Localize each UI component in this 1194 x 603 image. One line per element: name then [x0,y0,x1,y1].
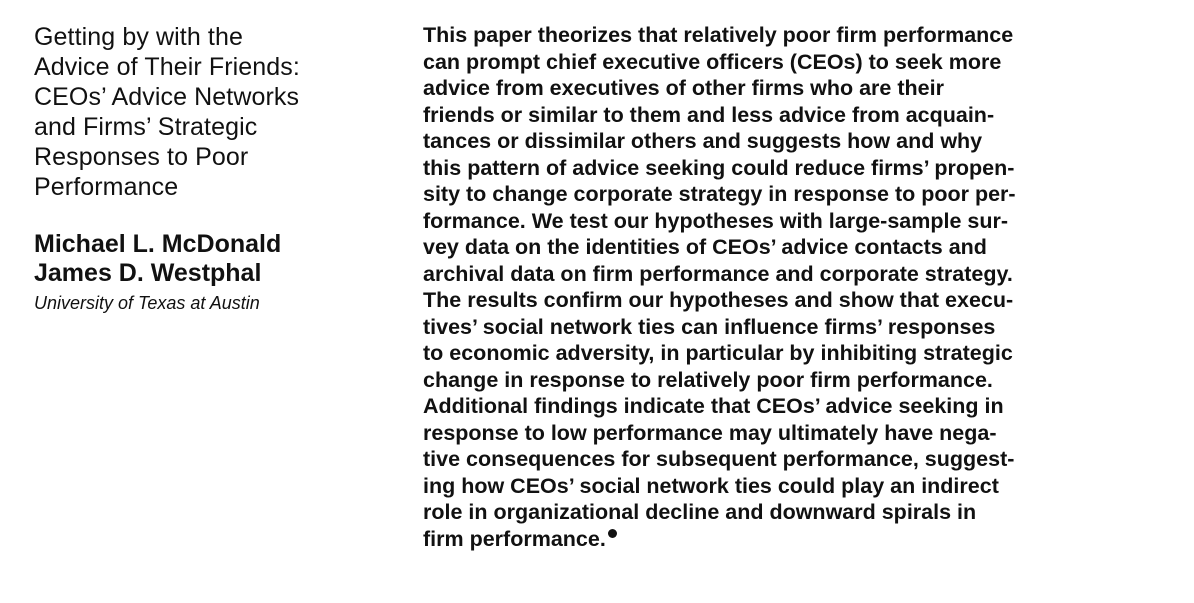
abstract-line: change in response to relatively poor fi… [423,367,993,392]
abstract: This paper theorizes that relatively poo… [423,22,1183,552]
title-line: Getting by with the [34,23,243,51]
abstract-line: The results confirm our hypotheses and s… [423,288,1014,312]
abstract-line: response to low performance may ultimate… [423,420,997,445]
abstract-line-text: firm performance. [423,526,606,551]
abstract-line: tive consequences for subsequent perform… [423,447,1015,471]
abstract-line: tives’ social network ties can influence… [423,314,996,339]
author-list: Michael L. McDonald James D. Westphal Un… [34,230,394,315]
title-line: and Firms’ Strategic [34,113,258,141]
author-name: James D. Westphal [34,259,262,287]
abstract-last-line: firm performance. [423,526,1183,553]
abstract-line: can prompt chief executive officers (CEO… [423,49,1002,74]
abstract-line: sity to change corporate strategy in res… [423,182,1016,206]
abstract-line: vey data on the identities of CEOs’ advi… [423,235,987,259]
title-block: Getting by with the Advice of Their Frie… [34,22,394,315]
abstract-line: to economic adversity, in particular by … [423,341,1013,365]
title-line: CEOs’ Advice Networks [34,83,300,111]
abstract-line: role in organizational decline and downw… [423,500,977,524]
abstract-line: this pattern of advice seeking could red… [423,155,1015,180]
article-title: Getting by with the Advice of Their Frie… [34,22,394,202]
abstract-line: friends or similar to them and less advi… [423,102,995,127]
abstract-line: formance. We test our hypotheses with la… [423,208,1009,233]
title-line: Performance [34,173,179,201]
abstract-line: Additional findings indicate that CEOs’ … [423,394,1004,418]
author-affiliation: University of Texas at Austin [34,293,260,313]
abstract-line: archival data on firm performance and co… [423,261,1013,286]
abstract-line: advice from executives of other firms wh… [423,76,944,100]
abstract-line: ing how CEOs’ social network ties could … [423,473,999,498]
title-line: Advice of Their Friends: [34,53,300,81]
end-of-article-bullet-icon [607,528,617,538]
author-name: Michael L. McDonald [34,230,282,258]
title-line: Responses to Poor [34,143,249,171]
abstract-line: This paper theorizes that relatively poo… [423,23,1014,47]
abstract-line: tances or dissimilar others and suggests… [423,129,983,153]
